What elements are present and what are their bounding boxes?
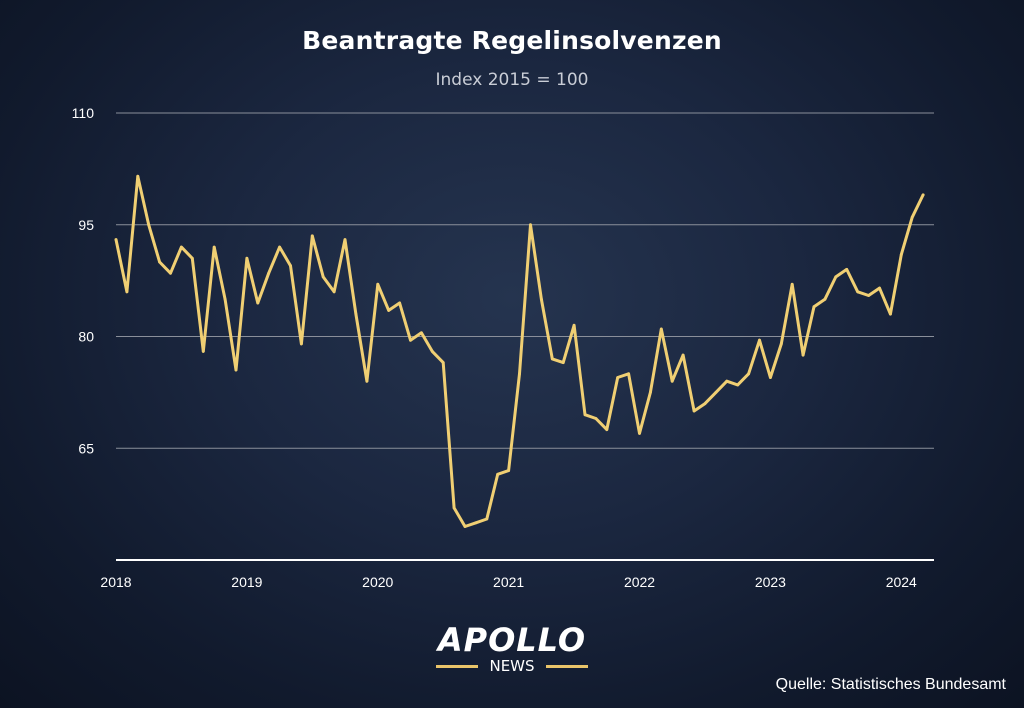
data-point <box>420 331 423 335</box>
data-point <box>430 350 434 353</box>
data-point <box>485 517 489 521</box>
series-line <box>114 174 925 528</box>
data-point <box>899 253 903 256</box>
data-point <box>365 379 369 383</box>
data-point <box>649 391 652 394</box>
data-point <box>147 223 151 227</box>
data-point <box>529 223 532 227</box>
data-point <box>289 264 292 268</box>
data-point <box>245 256 249 260</box>
data-point <box>921 193 925 197</box>
logo-subtitle: NEWS <box>489 657 535 675</box>
chart-title: Beantragte Regelinsolvenzen <box>302 26 722 55</box>
data-point <box>234 368 238 372</box>
data-point <box>343 238 347 242</box>
data-point <box>725 379 729 383</box>
x-tick-label: 2021 <box>493 574 524 590</box>
chart-subtitle: Index 2015 = 100 <box>435 70 589 90</box>
data-point <box>387 309 391 312</box>
data-point <box>463 525 467 528</box>
data-point <box>736 383 740 387</box>
data-point <box>180 245 183 249</box>
x-tick-label: 2022 <box>624 574 655 590</box>
data-point <box>300 342 303 346</box>
data-point <box>834 275 838 279</box>
data-point <box>681 353 685 357</box>
data-point <box>223 297 227 301</box>
data-point <box>550 357 554 361</box>
data-point <box>692 409 696 413</box>
data-point <box>158 260 162 264</box>
data-point <box>376 282 380 286</box>
data-point <box>310 234 314 238</box>
data-point <box>845 268 849 271</box>
x-tick-label: 2023 <box>755 574 786 590</box>
x-tick-label: 2018 <box>100 574 131 590</box>
data-point <box>540 297 543 301</box>
data-point <box>823 297 827 301</box>
data-point <box>441 361 445 364</box>
data-point <box>638 432 641 435</box>
data-point <box>561 361 565 364</box>
logo-accent-bar-right <box>546 665 588 668</box>
apollo-news-logo: APOLLO NEWS <box>430 622 594 680</box>
data-point <box>801 353 805 357</box>
x-tick-label: 2024 <box>886 574 917 590</box>
data-point <box>758 338 761 342</box>
data-point <box>910 215 914 219</box>
data-point <box>812 305 816 309</box>
data-point <box>474 521 478 525</box>
data-point <box>409 338 412 342</box>
data-point <box>659 327 663 331</box>
data-point <box>747 372 750 376</box>
data-point <box>452 506 456 510</box>
x-tick-label: 2020 <box>362 574 393 590</box>
data-point <box>201 350 205 353</box>
data-point <box>212 245 216 249</box>
y-tick-label: 95 <box>78 217 94 233</box>
data-point <box>594 417 598 420</box>
data-point <box>889 312 892 316</box>
data-point <box>125 290 129 294</box>
source-credit: Quelle: Statistisches Bundesamt <box>775 676 1006 693</box>
data-point <box>190 256 194 260</box>
data-point <box>114 238 118 242</box>
data-point <box>507 469 510 472</box>
data-point <box>856 290 860 294</box>
data-point <box>332 290 336 294</box>
data-point <box>616 376 620 379</box>
data-point <box>627 372 630 376</box>
data-point <box>169 271 172 275</box>
x-tick-label: 2019 <box>231 574 262 590</box>
data-point <box>703 402 707 405</box>
data-point <box>670 379 674 383</box>
data-point <box>496 472 500 476</box>
logo-wordmark: APOLLO <box>437 621 587 659</box>
y-tick-label: 65 <box>78 440 94 456</box>
data-point <box>321 275 325 279</box>
data-point <box>572 323 576 327</box>
data-point <box>354 312 358 316</box>
data-point <box>779 342 783 346</box>
data-point <box>714 391 718 394</box>
data-point <box>583 413 587 417</box>
data-point <box>398 301 401 305</box>
data-point <box>867 294 870 297</box>
data-point <box>278 245 281 249</box>
data-point <box>518 372 521 376</box>
data-point <box>267 271 271 275</box>
y-tick-label: 80 <box>78 329 94 345</box>
logo-accent-bar-left <box>436 665 478 668</box>
data-point <box>790 282 794 286</box>
data-point <box>136 174 140 178</box>
data-point <box>605 428 609 431</box>
data-point <box>256 301 260 305</box>
data-point <box>769 376 772 379</box>
data-point <box>878 286 881 290</box>
y-tick-label: 110 <box>72 105 95 121</box>
